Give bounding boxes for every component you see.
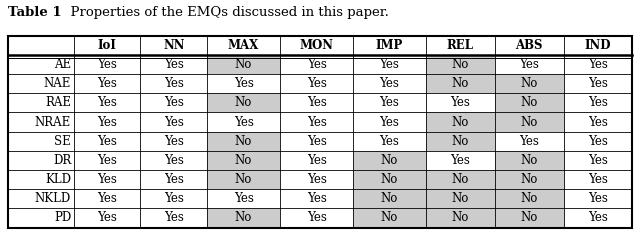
Text: No: No	[452, 173, 469, 186]
Text: Yes: Yes	[380, 135, 399, 148]
Text: Yes: Yes	[588, 116, 608, 129]
Text: Yes: Yes	[97, 211, 117, 225]
Text: No: No	[235, 58, 252, 71]
Text: No: No	[235, 211, 252, 225]
Text: Yes: Yes	[164, 211, 184, 225]
Text: IoI: IoI	[98, 39, 116, 52]
Text: Yes: Yes	[234, 192, 253, 205]
Text: No: No	[381, 173, 398, 186]
Text: No: No	[235, 154, 252, 167]
Text: IMP: IMP	[376, 39, 403, 52]
Text: Yes: Yes	[97, 58, 117, 71]
Text: Yes: Yes	[380, 77, 399, 90]
Text: Yes: Yes	[588, 192, 608, 205]
Text: PD: PD	[54, 211, 71, 225]
Text: Yes: Yes	[307, 173, 326, 186]
Text: No: No	[452, 135, 469, 148]
Text: MAX: MAX	[228, 39, 259, 52]
Text: Yes: Yes	[588, 135, 608, 148]
Text: Yes: Yes	[164, 58, 184, 71]
Text: IND: IND	[585, 39, 611, 52]
Text: DR: DR	[53, 154, 71, 167]
Text: No: No	[520, 116, 538, 129]
Text: No: No	[452, 116, 469, 129]
Text: NRAE: NRAE	[35, 116, 71, 129]
Text: Yes: Yes	[519, 135, 539, 148]
Text: No: No	[520, 192, 538, 205]
Text: Properties of the EMQs discussed in this paper.: Properties of the EMQs discussed in this…	[62, 6, 389, 19]
Text: KLD: KLD	[45, 173, 71, 186]
Text: ABS: ABS	[515, 39, 543, 52]
Text: RAE: RAE	[45, 96, 71, 109]
Text: Yes: Yes	[164, 173, 184, 186]
Text: Yes: Yes	[164, 116, 184, 129]
Text: Yes: Yes	[97, 173, 117, 186]
Text: AE: AE	[54, 58, 71, 71]
Text: No: No	[520, 211, 538, 225]
Text: No: No	[520, 173, 538, 186]
Text: Yes: Yes	[451, 154, 470, 167]
Text: Yes: Yes	[588, 96, 608, 109]
Text: Yes: Yes	[164, 192, 184, 205]
Text: Yes: Yes	[97, 116, 117, 129]
Text: Yes: Yes	[380, 96, 399, 109]
Text: Yes: Yes	[451, 96, 470, 109]
Text: Yes: Yes	[97, 154, 117, 167]
Text: Yes: Yes	[234, 116, 253, 129]
Text: No: No	[381, 211, 398, 225]
Text: Yes: Yes	[380, 58, 399, 71]
Text: NKLD: NKLD	[35, 192, 71, 205]
Text: MON: MON	[300, 39, 333, 52]
Text: No: No	[381, 192, 398, 205]
Text: No: No	[452, 192, 469, 205]
Text: Yes: Yes	[97, 192, 117, 205]
Text: Yes: Yes	[307, 58, 326, 71]
Text: Yes: Yes	[588, 58, 608, 71]
Text: Yes: Yes	[380, 116, 399, 129]
Text: Yes: Yes	[588, 77, 608, 90]
Text: Yes: Yes	[97, 77, 117, 90]
Text: Yes: Yes	[307, 96, 326, 109]
Text: Yes: Yes	[307, 192, 326, 205]
Text: REL: REL	[447, 39, 474, 52]
Text: No: No	[520, 96, 538, 109]
Text: No: No	[235, 135, 252, 148]
Text: Yes: Yes	[97, 96, 117, 109]
Text: Yes: Yes	[164, 96, 184, 109]
Text: Yes: Yes	[234, 77, 253, 90]
Text: Yes: Yes	[307, 211, 326, 225]
Text: Yes: Yes	[588, 211, 608, 225]
Text: No: No	[381, 154, 398, 167]
Text: No: No	[235, 173, 252, 186]
Text: Yes: Yes	[164, 135, 184, 148]
Text: SE: SE	[54, 135, 71, 148]
Text: Yes: Yes	[519, 58, 539, 71]
Text: No: No	[520, 77, 538, 90]
Text: No: No	[452, 77, 469, 90]
Text: NAE: NAE	[44, 77, 71, 90]
Text: Yes: Yes	[588, 154, 608, 167]
Text: Table 1: Table 1	[8, 6, 61, 19]
Text: Yes: Yes	[307, 116, 326, 129]
Text: No: No	[452, 211, 469, 225]
Text: Yes: Yes	[164, 154, 184, 167]
Text: Yes: Yes	[307, 135, 326, 148]
Text: Yes: Yes	[164, 77, 184, 90]
Text: Yes: Yes	[588, 173, 608, 186]
Text: NN: NN	[163, 39, 184, 52]
Text: Yes: Yes	[307, 154, 326, 167]
Text: Yes: Yes	[307, 77, 326, 90]
Text: No: No	[520, 154, 538, 167]
Text: No: No	[235, 96, 252, 109]
Text: No: No	[452, 58, 469, 71]
Text: Yes: Yes	[97, 135, 117, 148]
